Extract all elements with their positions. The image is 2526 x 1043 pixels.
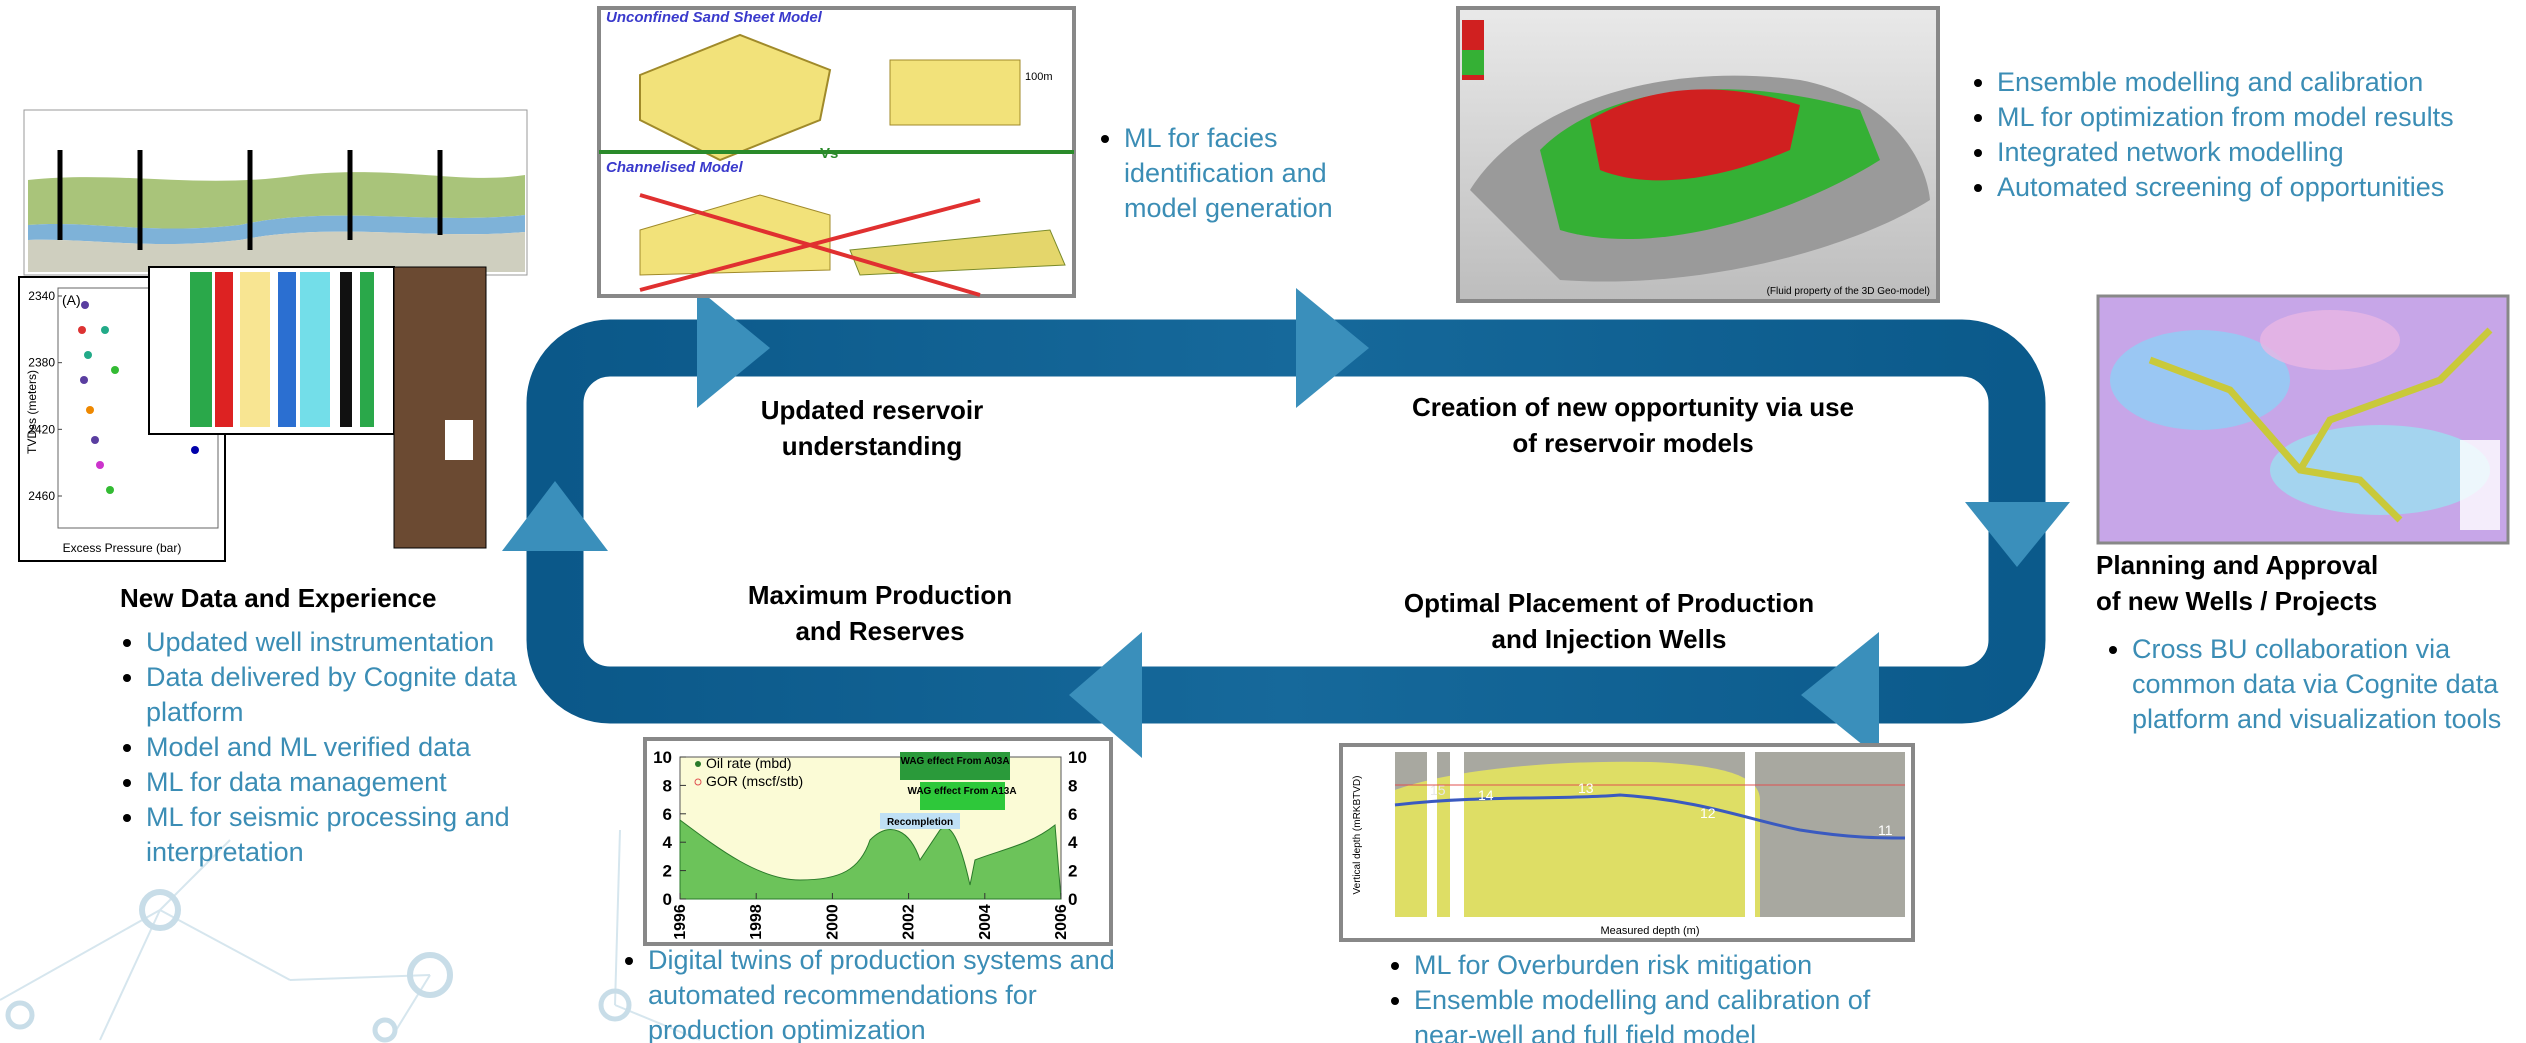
bullet: ML for data management — [146, 765, 556, 800]
y-axis-label: TVDss (meters) — [25, 370, 39, 454]
y2-tick-label: 0 — [1068, 890, 1077, 909]
bullet: Integrated network modelling — [1997, 135, 2517, 170]
well-planning-map — [2096, 294, 2510, 545]
bullet: ML for Overburden risk mitigation — [1414, 948, 1934, 983]
bullet-list: Updated well instrumentation Data delive… — [110, 625, 556, 870]
y-axis-label: Vertical depth (mRKBTVD) — [1352, 776, 1363, 895]
separator-label: Vs — [820, 145, 838, 162]
x-tick-label: 1998 — [748, 904, 765, 940]
geo-model-image: (Fluid property of the 3D Geo-model) — [1456, 6, 1940, 303]
bullet: Ensemble modelling and calibration of ne… — [1414, 983, 1934, 1043]
stage-label: Maximum Production and Reserves — [747, 580, 1013, 646]
bullet: Automated screening of opportunities — [1997, 170, 2517, 205]
bullet-list: Cross BU collaboration via common data v… — [2096, 632, 2526, 737]
image-title: Unconfined Sand Sheet Model — [606, 9, 823, 26]
stage-label: Creation of new opportunity via use of r… — [1411, 392, 1855, 458]
segment-label: 14 — [1478, 787, 1494, 803]
legend-label: Oil rate (mbd) — [706, 755, 792, 771]
image-title: Channelised Model — [606, 159, 744, 176]
y-tick-label: 0 — [663, 890, 672, 909]
bullet: ML for seismic processing and interpreta… — [146, 800, 556, 870]
scale-label: 100m — [1025, 71, 1053, 83]
section-heading: Planning and Approval of new Wells / Pro… — [2096, 550, 2379, 616]
well-log-panel — [148, 266, 395, 435]
segment-label: 15 — [1430, 782, 1446, 798]
arrow — [1965, 502, 2070, 567]
core-label — [445, 420, 473, 460]
bullet: Updated well instrumentation — [146, 625, 556, 660]
geology-section — [23, 109, 528, 276]
depth-section: 15 14 13 12 11 Measured depth (m) Vertic… — [1339, 743, 1915, 942]
bullet: ML for optimization from model results — [1997, 100, 2517, 135]
y-tick-label: 6 — [663, 805, 672, 824]
bullet: Digital twins of production systems and … — [648, 943, 1168, 1043]
stage-label: Updated reservoir understanding — [760, 395, 984, 461]
y-tick-label: 2460 — [28, 489, 55, 503]
y2-tick-label: 2 — [1068, 862, 1077, 881]
y2-tick-label: 6 — [1068, 805, 1077, 824]
x-axis-label: Measured depth (m) — [1600, 925, 1699, 937]
bullet-list: ML for facies identification and model g… — [1088, 121, 1394, 226]
bullet-list: Ensemble modelling and calibration ML fo… — [1961, 65, 2517, 205]
bullet: Ensemble modelling and calibration — [1997, 65, 2517, 100]
y-tick-label: 2 — [663, 862, 672, 881]
core-photo — [393, 266, 487, 549]
bullet: Model and ML verified data — [146, 730, 556, 765]
network-decoration — [0, 829, 701, 1043]
x-tick-label: 2006 — [1053, 904, 1070, 940]
annotation: Recompletion — [887, 817, 953, 828]
segment-label: 12 — [1700, 805, 1716, 821]
x-tick-label: 2004 — [977, 904, 994, 940]
y2-tick-label: 10 — [1068, 748, 1087, 767]
y-tick-label: 10 — [653, 748, 672, 767]
arrow — [1296, 288, 1369, 408]
bullet: ML for facies identification and model g… — [1124, 121, 1394, 226]
y2-tick-label: 8 — [1068, 776, 1077, 795]
bullet: Data delivered by Cognite data platform — [146, 660, 556, 730]
bullet: Cross BU collaboration via common data v… — [2132, 632, 2526, 737]
legend-label: GOR (mscf/stb) — [706, 773, 803, 789]
y-tick-label: 4 — [663, 833, 673, 852]
y-tick-label: 2340 — [28, 289, 55, 303]
y-tick-label: 2420 — [28, 422, 55, 436]
bullet-list: ML for Overburden risk mitigation Ensemb… — [1378, 948, 1934, 1043]
stage-label: Optimal Placement of Production and Inje… — [1403, 588, 1815, 654]
arrow — [502, 481, 608, 551]
bullet-list: Digital twins of production systems and … — [612, 943, 1168, 1043]
annotation: WAG effect From A13A — [907, 786, 1016, 797]
x-tick-label: 2000 — [824, 904, 841, 940]
production-chart: Oil rate (mbd) GOR (mscf/stb) WAG effect… — [643, 737, 1113, 946]
y-tick-label: 8 — [663, 776, 672, 795]
arrow — [1069, 632, 1142, 758]
arrow — [1801, 632, 1879, 758]
y-tick-label: 2380 — [28, 356, 55, 370]
x-tick-label: 1996 — [672, 904, 689, 940]
x-tick-label: 2002 — [901, 904, 918, 940]
image-caption: (Fluid property of the 3D Geo-model) — [1767, 286, 1930, 297]
annotation: WAG effect From A03A — [900, 756, 1009, 767]
arrow — [697, 288, 770, 408]
panel-label: (A) — [62, 292, 81, 308]
section-heading: New Data and Experience — [120, 583, 437, 613]
x-axis-label: Excess Pressure (bar) — [63, 541, 182, 555]
cycle-arrows — [502, 288, 2070, 758]
segment-label: 11 — [1878, 822, 1893, 838]
y2-tick-label: 4 — [1068, 833, 1078, 852]
facies-model-image: Unconfined Sand Sheet Model Channelised … — [597, 6, 1076, 298]
segment-label: 13 — [1578, 780, 1594, 796]
